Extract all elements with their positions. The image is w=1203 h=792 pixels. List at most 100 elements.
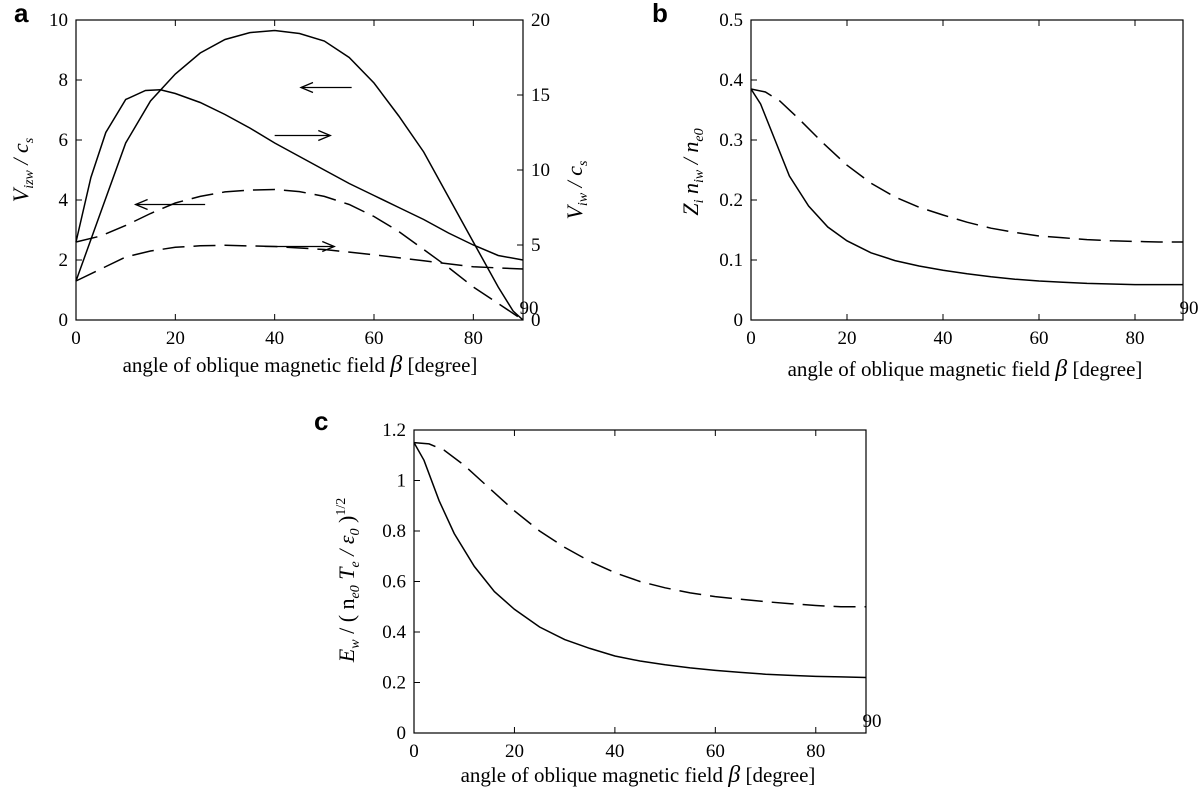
panel-c-x-label-text: angle of oblique magnetic field (461, 763, 729, 787)
c-yl-eps: / ε (334, 535, 359, 561)
panel-a-x-tick-label: 80 (464, 328, 483, 349)
panel-a-series-2-solid (75, 89, 524, 261)
panel-a-arrow-1 (299, 81, 352, 94)
panel-a-right-y-tick-label: 0 (531, 310, 541, 331)
a-yr-sub2: s (576, 160, 591, 166)
b-yl-z-sub: i (692, 199, 707, 203)
panel-c-x-label-beta: β (727, 762, 740, 788)
panel-c-x-tick-label: 80 (806, 741, 825, 762)
panel-b-series (750, 88, 1183, 286)
a-yr-main: V (562, 204, 587, 220)
panel-b-y-tick-label: 0.3 (719, 130, 743, 151)
panel-b-frame (750, 19, 1184, 321)
c-yl-t: T (334, 566, 359, 586)
c-yl-exp: 1/2 (334, 498, 349, 516)
panel-a-arrow-head (299, 81, 314, 94)
panel-a-x-tick-label: 90 (520, 298, 539, 319)
panel-a-arrow-2 (274, 129, 332, 142)
panel-b-y-axis-label: Zi niw / ne0 (678, 128, 707, 215)
panel-b-y-tick-label: 0 (734, 310, 744, 331)
panel-b-series-2-dashed (750, 88, 1183, 243)
panel-b-x-tick-label: 0 (746, 328, 756, 349)
c-yl-n-sub: e0 (348, 585, 363, 598)
b-yl-n: n (678, 183, 703, 200)
panel-b-letter: b (652, 0, 668, 28)
panel-c-y-tick-label: 0.6 (382, 572, 406, 593)
panel-b-x-label-unit: [degree] (1067, 357, 1142, 381)
panel-c-y-tick-label: 1 (397, 471, 407, 492)
panel-a-left-y-ticks: 0 2 4 6 8 10 (49, 10, 82, 331)
a-yr-rest: / c (562, 166, 587, 193)
panel-a-right-y-tick-label: 5 (531, 235, 541, 256)
panel-c-x-tick-label: 20 (505, 741, 524, 762)
panel-c-y-tick-label: 0.4 (382, 622, 406, 643)
panel-a-arrow-head (133, 198, 148, 211)
panel-a-arrow-4 (264, 240, 336, 253)
c-yl-e: E (334, 648, 359, 663)
panel-a-frame (75, 19, 524, 321)
panel-a-arrow-3 (133, 198, 206, 211)
panel-b-series-1-solid (750, 88, 1183, 286)
panel-b-x-tick-label: 90 (1180, 298, 1199, 319)
panel-b: b 0 20 40 60 80 90 0 0.1 0.2 0.3 0.4 0.5 angle of … (652, 0, 1199, 382)
panel-b-x-label-text: angle of oblique magnetic field (788, 357, 1056, 381)
panel-a-left-y-tick-label: 6 (59, 130, 69, 151)
panel-b-y-tick-label: 0.4 (719, 70, 743, 91)
a-yl-sub: izw (22, 169, 37, 188)
panel-c-y-tick-label: 0.2 (382, 673, 406, 694)
panel-b-x-tick-label: 40 (934, 328, 953, 349)
panel-a-x-axis-label: angle of oblique magnetic field β [degre… (123, 352, 478, 378)
b-yl-z: Z (678, 203, 703, 216)
panel-a-left-y-tick-label: 2 (59, 250, 69, 271)
b-yl-n-sub: iw (692, 169, 707, 183)
panel-a-right-y-tick-label: 15 (531, 85, 550, 106)
c-yl-open: / ( n (334, 598, 359, 639)
panel-b-x-axis-label: angle of oblique magnetic field β [degre… (788, 356, 1143, 382)
panel-a-arrow-head (322, 240, 336, 253)
panel-a-right-y-axis-label: Viw / cs (562, 160, 591, 220)
panel-a-x-tick-label: 40 (265, 328, 284, 349)
a-yr-sub: iw (576, 192, 591, 206)
a-yl-rest: / c (8, 143, 33, 170)
a-yl-sub2: s (22, 137, 37, 143)
panel-a: a 0 20 40 60 80 90 0 2 4 6 8 10 0 5 10 15 20 angle of … (8, 0, 591, 378)
panel-a-x-label-text: angle of oblique magnetic field (123, 353, 391, 377)
panel-c-x-tick-label: 0 (409, 741, 419, 762)
c-yl-close: ) (334, 516, 359, 529)
panel-b-y-ticks: 0 0.1 0.2 0.3 0.4 0.5 (719, 10, 757, 331)
panel-c-y-axis-label: Ew / ( ne0 Te / ε0 )1/2 (334, 498, 363, 663)
panel-b-y-tick-label: 0.5 (719, 10, 743, 31)
panel-c-x-tick-label: 40 (605, 741, 624, 762)
b-yl-rest: / n (678, 142, 703, 170)
panel-a-x-tick-label: 20 (166, 328, 185, 349)
panel-a-x-ticks: 0 20 40 60 80 90 (71, 20, 539, 349)
panel-a-x-label-beta: β (389, 352, 402, 378)
panel-a-x-label-unit: [degree] (402, 353, 477, 377)
panel-a-left-y-tick-label: 10 (49, 10, 68, 31)
panel-a-series-3-dashed (75, 188, 524, 321)
panel-a-arrow-head (318, 129, 332, 142)
c-yl-e-sub: w (348, 639, 363, 649)
panel-c-x-tick-label: 60 (706, 741, 725, 762)
panel-c-y-tick-label: 1.2 (382, 420, 406, 441)
panel-c-y-tick-label: 0 (397, 723, 407, 744)
panel-c-x-axis-label: angle of oblique magnetic field β [degre… (461, 762, 816, 788)
panel-c-y-tick-label: 0.8 (382, 521, 406, 542)
panel-a-letter: a (14, 0, 29, 28)
panel-a-right-y-tick-label: 20 (531, 10, 550, 31)
panel-b-x-tick-label: 80 (1126, 328, 1145, 349)
panel-c-series-1-solid (413, 442, 867, 679)
panel-a-right-y-tick-label: 10 (531, 160, 550, 181)
panel-a-x-tick-label: 60 (365, 328, 384, 349)
panel-c: c 0 20 40 60 80 90 0 0.2 0.4 0.6 0.8 1 1.2 angle of… (314, 406, 882, 788)
panel-a-left-y-tick-label: 8 (59, 70, 69, 91)
panel-a-series (75, 29, 524, 321)
panel-a-left-y-tick-label: 0 (59, 310, 69, 331)
panel-a-series-4-dashed (75, 244, 524, 282)
panel-c-x-ticks: 0 20 40 60 80 90 (409, 430, 882, 762)
panel-b-x-tick-label: 20 (838, 328, 857, 349)
b-yl-rest-sub: e0 (692, 128, 707, 141)
panel-c-series (413, 441, 867, 679)
panel-b-y-tick-label: 0.2 (719, 190, 743, 211)
